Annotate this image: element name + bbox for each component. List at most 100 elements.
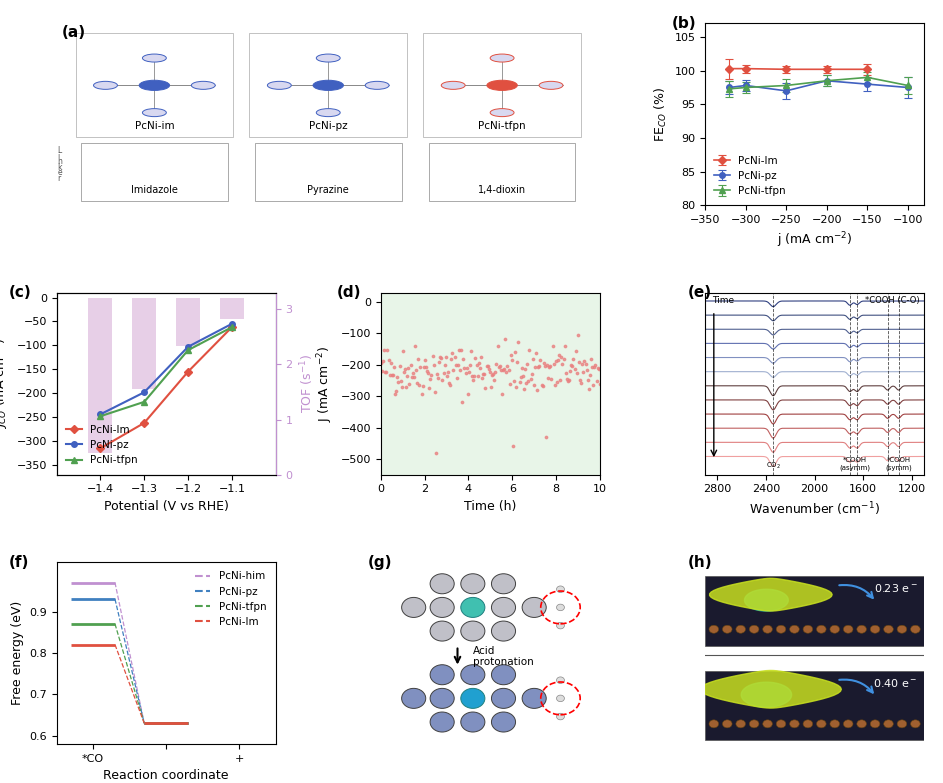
Text: (h): (h)	[687, 554, 712, 570]
Circle shape	[803, 626, 813, 633]
Text: 0.40 e$^-$: 0.40 e$^-$	[873, 677, 918, 688]
Text: 1,4-dioxin: 1,4-dioxin	[478, 186, 526, 196]
Point	[526, 379, 541, 392]
Point	[578, 357, 593, 370]
Point	[427, 385, 442, 398]
Circle shape	[750, 626, 759, 633]
Circle shape	[911, 720, 920, 728]
Point	[405, 371, 420, 384]
Point	[379, 366, 394, 379]
Circle shape	[843, 626, 853, 633]
Polygon shape	[741, 682, 791, 707]
Bar	[132, 298, 157, 388]
Bar	[89, 298, 112, 453]
Circle shape	[316, 54, 340, 62]
Point	[488, 366, 503, 378]
Text: i: i	[58, 152, 60, 161]
Point	[458, 367, 473, 380]
Point	[395, 345, 410, 357]
Point	[567, 363, 582, 376]
Point	[552, 348, 567, 361]
Point	[488, 359, 504, 371]
PcNi-tfpn	[226, 323, 238, 332]
Point	[378, 366, 393, 379]
Point	[550, 376, 565, 388]
Point	[484, 381, 499, 394]
Point	[558, 366, 573, 379]
Point	[528, 347, 543, 359]
Point	[457, 363, 472, 375]
Point	[454, 344, 469, 356]
Text: n: n	[58, 157, 62, 166]
Point	[455, 353, 471, 366]
Point	[551, 353, 566, 366]
Text: e: e	[58, 168, 62, 177]
Point	[419, 361, 434, 373]
Point	[535, 380, 550, 392]
Point	[445, 346, 460, 359]
Point	[563, 364, 578, 377]
Point	[571, 329, 586, 341]
Point	[439, 370, 455, 382]
Point	[444, 353, 459, 366]
Circle shape	[491, 665, 516, 684]
Circle shape	[803, 720, 813, 728]
Point	[462, 359, 477, 371]
Circle shape	[870, 626, 880, 633]
Point	[491, 361, 506, 373]
Point	[499, 366, 514, 378]
Point	[480, 360, 495, 373]
Point	[407, 340, 422, 352]
Point	[572, 374, 587, 387]
Point	[539, 359, 554, 371]
Point	[580, 374, 595, 387]
Point	[592, 377, 607, 390]
Circle shape	[365, 81, 389, 89]
Circle shape	[491, 688, 516, 709]
Point	[512, 376, 527, 388]
Legend: PcNi-him, PcNi-pz, PcNi-tfpn, PcNi-Im: PcNi-him, PcNi-pz, PcNi-tfpn, PcNi-Im	[190, 567, 271, 631]
Point	[579, 364, 594, 377]
Y-axis label: J (mA cm$^{-2}$): J (mA cm$^{-2}$)	[316, 345, 335, 422]
Point	[433, 350, 448, 363]
Point	[486, 367, 501, 380]
Point	[565, 360, 580, 373]
Circle shape	[430, 574, 455, 594]
FancyBboxPatch shape	[705, 576, 924, 646]
Point	[386, 369, 401, 381]
Point	[504, 349, 519, 362]
Point	[460, 388, 475, 401]
Point	[518, 363, 533, 375]
Text: k: k	[58, 163, 62, 171]
Point	[392, 359, 407, 372]
PcNi-Im	[94, 444, 106, 453]
FancyBboxPatch shape	[75, 34, 233, 137]
Point	[374, 365, 389, 377]
Circle shape	[776, 626, 786, 633]
Point	[521, 344, 537, 356]
Point	[381, 354, 396, 366]
Point	[418, 354, 433, 366]
Point	[485, 369, 500, 381]
Circle shape	[556, 622, 565, 629]
Point	[583, 369, 598, 381]
Polygon shape	[701, 670, 841, 708]
Point	[524, 367, 539, 380]
Text: r: r	[58, 174, 61, 182]
FancyBboxPatch shape	[423, 34, 581, 137]
Point	[425, 350, 440, 363]
Point	[373, 357, 389, 370]
Point	[475, 367, 490, 380]
Text: PcNi-pz: PcNi-pz	[309, 121, 348, 131]
Point	[388, 388, 403, 400]
Circle shape	[140, 80, 170, 90]
Point	[477, 368, 492, 381]
FancyBboxPatch shape	[429, 143, 575, 201]
Point	[527, 360, 542, 373]
Point	[517, 383, 532, 395]
Point	[464, 345, 479, 357]
Point	[576, 366, 591, 379]
Text: Time: Time	[712, 296, 734, 305]
Point	[554, 352, 569, 364]
Point	[561, 373, 576, 386]
